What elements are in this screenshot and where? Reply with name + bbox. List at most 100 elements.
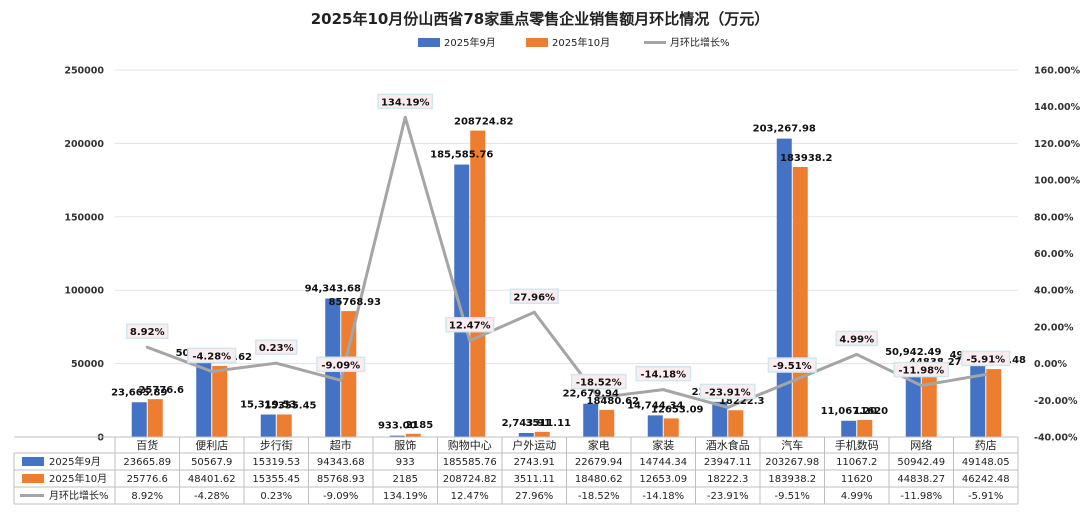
bar-oct — [147, 399, 163, 437]
category-label: 网络 — [910, 438, 932, 452]
growth-label-box — [961, 350, 1011, 367]
bar-oct — [599, 409, 615, 437]
table-cell: -4.28% — [194, 491, 229, 502]
legend-label: 2025年10月 — [552, 36, 610, 49]
bar-sep — [518, 432, 534, 437]
growth-label: 134.19% — [381, 97, 430, 108]
right-tick-label: 120.00% — [1034, 139, 1080, 150]
bar-oct — [857, 419, 873, 437]
growth-label-box — [187, 347, 237, 364]
growth-label: -5.91% — [966, 354, 1005, 365]
category-label: 便利店 — [195, 438, 228, 452]
table-cell: 48401.62 — [188, 474, 236, 485]
left-tick-label: 100000 — [64, 286, 104, 297]
right-tick-label: 60.00% — [1034, 249, 1074, 260]
left-tick-label: 0 — [97, 433, 104, 444]
bar-label-sep: 2,743.91 — [502, 418, 551, 429]
growth-label: -9.09% — [321, 360, 360, 371]
data-labels: 23,665.8925776.650,567.9048401.6215,319.… — [111, 93, 1026, 432]
bar-label-oct: 208724.82 — [454, 117, 514, 128]
right-tick-label: 0.00% — [1034, 359, 1067, 370]
growth-point — [210, 369, 214, 373]
table-cell: 3511.11 — [514, 474, 555, 485]
table-cell: 18222.3 — [707, 474, 748, 485]
growth-label-box — [316, 356, 366, 373]
bar-sep — [776, 138, 792, 437]
table-cell: -18.52% — [578, 491, 620, 502]
legend-label: 月环比增长% — [670, 36, 730, 49]
category-label: 家电 — [588, 438, 610, 452]
category-label: 百货 — [136, 438, 158, 452]
table-cell: 49148.05 — [962, 457, 1010, 468]
table-cell: 185585.76 — [443, 457, 497, 468]
right-tick-label: 160.00% — [1034, 66, 1080, 77]
table-cell: 23665.89 — [123, 457, 171, 468]
gridlines — [115, 69, 1018, 438]
growth-label: -9.51% — [773, 361, 812, 372]
growth-label-box — [126, 323, 169, 339]
bar-sep — [647, 415, 663, 437]
table-cell: 22679.94 — [575, 457, 623, 468]
bar-label-oct: 2185 — [405, 420, 433, 431]
bar-sep — [389, 435, 405, 437]
table-cell: 134.19% — [383, 491, 428, 502]
category-label: 户外运动 — [512, 438, 556, 452]
growth-label: -14.18% — [640, 370, 686, 381]
data-table: 百货 便利店 步行街 超市 服饰 购物中心 户外运动 家电 家装 酒水食品 汽车 手机数码 网络 药店 20… — [13, 436, 1019, 505]
bar-oct — [470, 130, 486, 437]
table-cell: 15355.45 — [252, 474, 300, 485]
bar-oct — [276, 414, 292, 437]
growth-point — [532, 310, 536, 314]
bar-label-oct: 15355.45 — [264, 400, 317, 411]
right-tick-label: 140.00% — [1034, 102, 1080, 113]
left-tick-label: 250000 — [64, 66, 104, 77]
category-label: 购物中心 — [448, 438, 492, 452]
left-tick-label: 50000 — [71, 359, 104, 370]
bar-label-oct: 18480.62 — [586, 396, 639, 407]
growth-label: 12.47% — [449, 321, 491, 332]
bar-sep — [583, 403, 599, 437]
table-cell: 44838.27 — [897, 474, 945, 485]
table-cell: 183938.2 — [768, 474, 816, 485]
bar-sep — [454, 164, 470, 437]
growth-label: 8.92% — [130, 327, 165, 338]
bar-sep — [196, 362, 212, 437]
category-label: 家装 — [652, 438, 674, 452]
legend-label: 2025年9月 — [444, 36, 496, 49]
bar-label-oct: 12653.09 — [651, 404, 704, 415]
table-cell: 15319.53 — [252, 457, 300, 468]
category-label: 服饰 — [394, 438, 416, 452]
bar-label-sep: 185,585.76 — [430, 150, 493, 161]
table-cell: -9.09% — [323, 491, 358, 502]
right-tick-label: 40.00% — [1034, 286, 1074, 297]
growth-label: -4.28% — [192, 351, 231, 362]
right-tick-label: -20.00% — [1034, 396, 1078, 407]
category-label: 手机数码 — [835, 438, 879, 452]
legend: 2025年9月 2025年10月 月环比增长% — [418, 36, 730, 49]
left-tick-label: 150000 — [64, 212, 104, 223]
bar-label-oct: 18222.3 — [719, 396, 765, 407]
bar-label-sep: 94,343.68 — [305, 284, 361, 295]
table-cell: 50942.49 — [897, 457, 945, 468]
table-legend-key — [22, 457, 44, 466]
table-row-header: 月环比增长% — [49, 489, 109, 502]
table-cell: 50567.9 — [191, 457, 232, 468]
growth-label-box — [699, 383, 756, 400]
table-cell: -14.18% — [642, 491, 684, 502]
category-label: 药店 — [975, 438, 997, 452]
growth-point — [726, 405, 730, 409]
bar-label-sep: 933.00 — [378, 421, 417, 432]
legend-key — [526, 38, 548, 47]
table-cell: -11.98% — [900, 491, 942, 502]
bar-oct — [728, 410, 744, 437]
right-axis: -40.00% -20.00% 0.00% 20.00% 40.00% 60.00% 80.… — [1034, 66, 1080, 444]
bar-oct — [921, 371, 937, 437]
table-row-header: 2025年9月 — [49, 455, 101, 468]
bar-label-oct: 85768.93 — [328, 297, 381, 308]
table-cell: 2743.91 — [514, 457, 555, 468]
table-cell: 2185 — [393, 474, 418, 485]
table-cell: 12653.09 — [639, 474, 687, 485]
bar-label-oct: 3511.11 — [525, 418, 571, 429]
growth-label: 27.96% — [513, 292, 555, 303]
table-cell: 85768.93 — [317, 474, 365, 485]
